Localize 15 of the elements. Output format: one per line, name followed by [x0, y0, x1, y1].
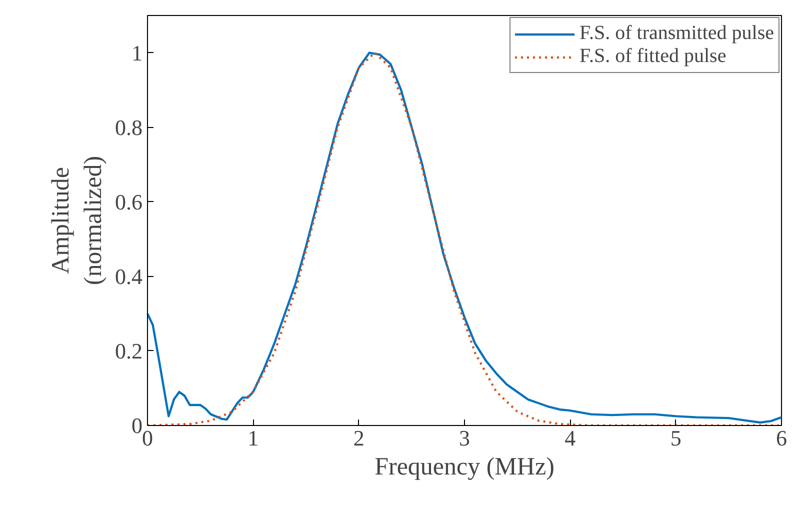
- y-tick-label: 1: [132, 40, 142, 66]
- x-tick-label: 4: [564, 426, 576, 450]
- x-tick-label: 2: [353, 426, 364, 450]
- y-tick-label: 0.8: [115, 114, 142, 140]
- y-axis-title: Amplitude (normalized): [48, 156, 107, 286]
- legend-label: F.S. of fitted pulse: [579, 45, 726, 68]
- x-tick-label: 6: [776, 426, 787, 450]
- y-tick-label: 0.4: [115, 264, 142, 289]
- y-tick-label: 0.6: [115, 189, 142, 214]
- y-tick-label: 0.2: [115, 338, 142, 364]
- x-axis-title: Frequency (MHz): [374, 454, 554, 480]
- legend-label: F.S. of transmitted pulse: [579, 22, 774, 45]
- x-tick-label: 3: [459, 426, 470, 450]
- x-tick-label: 1: [248, 426, 259, 450]
- x-tick-label: 5: [670, 426, 682, 450]
